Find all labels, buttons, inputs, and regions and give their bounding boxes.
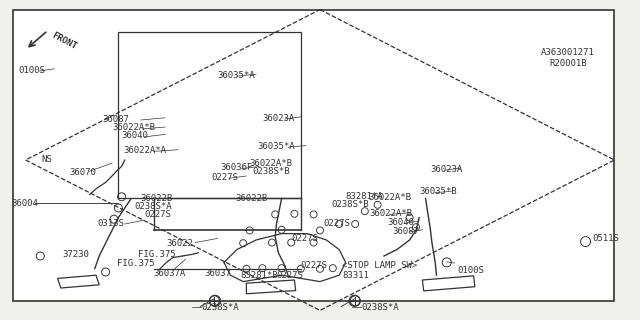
Text: 0227S: 0227S [301,261,328,270]
Text: 83281*B: 83281*B [240,271,278,280]
Text: 36087: 36087 [392,227,419,236]
Text: 0238S*B: 0238S*B [332,200,369,209]
Text: 36035*A: 36035*A [218,71,255,80]
Text: 0313S: 0313S [97,220,124,228]
Text: 0238S*A: 0238S*A [202,303,239,312]
Text: FIG.375: FIG.375 [138,250,175,259]
Text: 36004: 36004 [12,199,38,208]
Text: 83311: 83311 [342,271,369,280]
Text: FIG.375: FIG.375 [117,260,155,268]
Text: R20001B: R20001B [549,60,587,68]
Text: 0100S: 0100S [458,266,484,275]
Text: 36022A*B: 36022A*B [369,209,412,218]
Text: 36023A: 36023A [262,114,294,123]
Text: 36040: 36040 [122,132,148,140]
Text: A363001271: A363001271 [541,48,595,57]
Text: <STOP LAMP SW>: <STOP LAMP SW> [342,261,418,270]
Text: 36022A*A: 36022A*A [123,146,166,155]
Text: NS: NS [42,156,52,164]
Text: 0100S: 0100S [18,66,45,75]
Text: 0227S: 0227S [276,271,303,280]
Text: 0238S*A: 0238S*A [362,303,399,312]
Text: 36022B: 36022B [236,194,268,203]
Text: 0227S: 0227S [291,234,318,243]
Text: 36022A*B: 36022A*B [368,193,411,202]
Text: 36035*B: 36035*B [419,188,457,196]
Bar [118,32,301,198]
Text: 36022A*B: 36022A*B [112,124,155,132]
Text: 36036F: 36036F [221,164,253,172]
Text: 36037: 36037 [205,269,232,278]
Text: 36037A: 36037A [154,269,186,278]
Text: 0511S: 0511S [592,234,619,243]
Text: FRONT: FRONT [50,30,78,51]
Text: 0238S*B: 0238S*B [253,167,291,176]
Text: 36022B: 36022B [141,194,173,203]
Text: 0227S: 0227S [211,173,238,182]
Text: 36022A*B: 36022A*B [250,159,292,168]
Text: 37230: 37230 [63,250,90,259]
Text: 0227S: 0227S [144,210,171,219]
Text: 0238S*A: 0238S*A [134,202,172,211]
Text: 36087: 36087 [102,115,129,124]
Text: 36023A: 36023A [430,165,462,174]
Text: 36022: 36022 [166,239,193,248]
Text: 0227S: 0227S [323,220,350,228]
Text: 36070: 36070 [69,168,96,177]
Text: 83281*A: 83281*A [346,192,383,201]
Text: 36035*A: 36035*A [257,142,295,151]
Text: 36040: 36040 [387,218,414,227]
